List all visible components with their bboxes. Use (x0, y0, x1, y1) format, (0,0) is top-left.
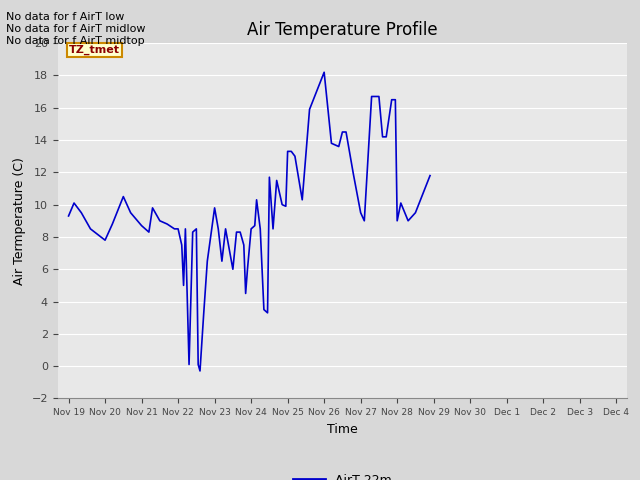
Title: Air Temperature Profile: Air Temperature Profile (247, 21, 438, 39)
Text: TZ_tmet: TZ_tmet (69, 45, 120, 55)
Text: No data for f AirT midlow: No data for f AirT midlow (6, 24, 146, 34)
Y-axis label: Air Termperature (C): Air Termperature (C) (13, 157, 26, 285)
X-axis label: Time: Time (327, 423, 358, 436)
Text: No data for f AirT low: No data for f AirT low (6, 12, 125, 22)
Text: No data for f AirT midtop: No data for f AirT midtop (6, 36, 145, 46)
Legend: AirT 22m: AirT 22m (289, 468, 396, 480)
